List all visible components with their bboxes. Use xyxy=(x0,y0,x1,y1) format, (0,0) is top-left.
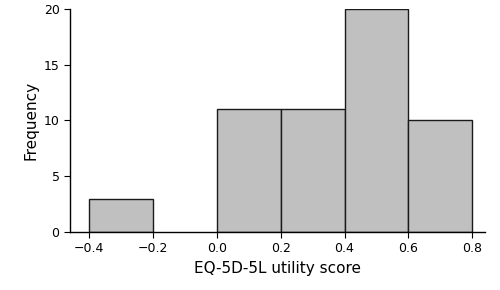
Bar xyxy=(344,9,408,232)
Y-axis label: Frequency: Frequency xyxy=(23,81,38,160)
Bar xyxy=(89,199,153,232)
X-axis label: EQ-5D-5L utility score: EQ-5D-5L utility score xyxy=(194,261,361,276)
Bar xyxy=(217,109,280,232)
Bar xyxy=(280,109,344,232)
Bar xyxy=(408,120,472,232)
